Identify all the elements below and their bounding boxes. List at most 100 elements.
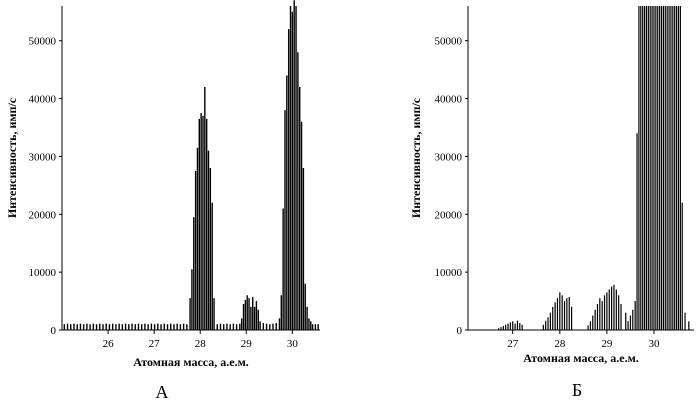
panel-a-chart: 2627282930 01000020000300004000050000 Ат… [5, 0, 320, 402]
panel-b-bar [678, 6, 679, 330]
panel-a-bar [151, 324, 152, 330]
panel-b-bar [640, 6, 641, 330]
panel-b-bar [571, 307, 572, 330]
panel-a-bar [131, 324, 132, 330]
panel-a-y-tick-label: 30000 [29, 151, 57, 163]
panel-b-bar [595, 310, 596, 330]
panel-a-bar [286, 75, 287, 330]
panel-b-y-tick-label: 0 [457, 325, 463, 337]
panel-a-y-axis-label: Интенсивность, имп/с [5, 97, 19, 218]
panel-a-bar [239, 324, 240, 330]
panel-a-bar [70, 324, 71, 330]
panel-b-bar [680, 6, 681, 330]
panel-a-bar [245, 300, 246, 330]
panel-b-y-tick-label: 30000 [435, 151, 463, 163]
panel-a-y-tick-label: 40000 [29, 94, 57, 106]
panel-a-bar [211, 203, 212, 330]
panel-a-x-tick-label: 28 [195, 338, 207, 350]
panel-a-bar [109, 324, 110, 330]
panel-b-bar [606, 292, 607, 330]
panel-a-bar [96, 324, 97, 330]
panel-b-bar [630, 316, 631, 330]
panel-a-bar [200, 113, 201, 330]
panel-a-bar [144, 324, 145, 330]
panel-a-bars [64, 0, 319, 330]
panel-a-x-axis-label: Атомная масса, а.е.м. [133, 355, 249, 369]
panel-a-bar [213, 298, 214, 330]
panel-b-y-tick-label: 20000 [435, 209, 463, 221]
panel-a-bar [176, 324, 177, 330]
panel-a-bar [147, 324, 148, 330]
panel-b-bar [597, 304, 598, 330]
panel-b-x-tick-label: 27 [507, 338, 519, 350]
panel-a-bar [186, 324, 187, 330]
panel-b-bar [676, 6, 677, 330]
panel-a-bar [229, 324, 230, 330]
panel-a-bar [266, 324, 267, 330]
panel-a-bar [272, 324, 273, 330]
panel-a-bar [173, 324, 174, 330]
panel-a-bar [256, 301, 257, 330]
panel-a-bar [308, 318, 309, 330]
panel-a-bar [208, 151, 209, 330]
panel-b-bar [609, 290, 610, 331]
panel-b-bar [650, 6, 651, 330]
panel-a-bar [64, 324, 65, 330]
panel-a-bar [210, 168, 211, 330]
panel-b-bar [599, 298, 600, 330]
panel-b-bar [559, 292, 560, 330]
panel-a-bar [112, 324, 113, 330]
panel-a-bar [170, 324, 171, 330]
panel-a-y-ticks: 01000020000300004000050000 [29, 36, 63, 337]
panel-b-bar [670, 6, 671, 330]
panel-b-bar [636, 133, 637, 330]
panel-a-bar [294, 0, 295, 330]
panel-b-bar [611, 287, 612, 330]
panel-a-bar [317, 324, 318, 330]
panel-b-bar [684, 313, 685, 330]
panel-b-bar [665, 6, 666, 330]
panel-b-bar [657, 6, 658, 330]
panel-a-bar [183, 324, 184, 330]
panel-a-x-tick-label: 26 [103, 338, 115, 350]
panel-a-x-tick-label: 29 [241, 338, 253, 350]
panel-a-x-tick-label: 30 [287, 338, 299, 350]
panel-a-bar [206, 119, 207, 330]
panel-b-bar [668, 6, 669, 330]
panel-a-bar [217, 324, 218, 330]
panel-a-y-tick-label: 20000 [29, 209, 57, 221]
panel-b-bar [646, 6, 647, 330]
panel-b-bar [552, 307, 553, 330]
panel-a-bar [102, 324, 103, 330]
panel-a-bar [292, 12, 293, 330]
panel-a-bar [164, 324, 165, 330]
panel-b-bar [503, 326, 504, 330]
panel-a-bar [226, 324, 227, 330]
panel-a-bar [243, 304, 244, 330]
panel-b-bar [543, 325, 544, 330]
panel-a-bar [118, 324, 119, 330]
panel-b-y-axis-label: Интенсивность, имп/с [409, 97, 423, 218]
panel-a-bar [282, 209, 283, 331]
panel-b-letter: Б [572, 380, 582, 400]
panel-a-letter: А [156, 382, 169, 402]
panel-b-y-tick-label: 40000 [435, 94, 463, 106]
panel-a-bar [269, 324, 270, 330]
panel-b-bar [510, 322, 511, 330]
panel-b-x-axis-label: Атомная масса, а.е.м. [523, 351, 639, 365]
panel-a-bar [193, 217, 194, 330]
panel-a-x-ticks: 2627282930 [103, 330, 299, 350]
panel-a-bar [312, 324, 313, 330]
panel-b-bar [635, 301, 636, 330]
panel-a-y-tick-label: 50000 [29, 36, 57, 48]
panel-a-bar [135, 324, 136, 330]
panel-a-bar [191, 269, 192, 330]
panel-b-bar [644, 6, 645, 330]
panel-b-bar [587, 325, 588, 330]
panel-b-bar [661, 6, 662, 330]
panel-a-bar [93, 324, 94, 330]
panel-a-bar [125, 324, 126, 330]
panel-a-bar [236, 324, 237, 330]
panel-a-bar [195, 171, 196, 330]
panel-a-bar [279, 318, 280, 330]
